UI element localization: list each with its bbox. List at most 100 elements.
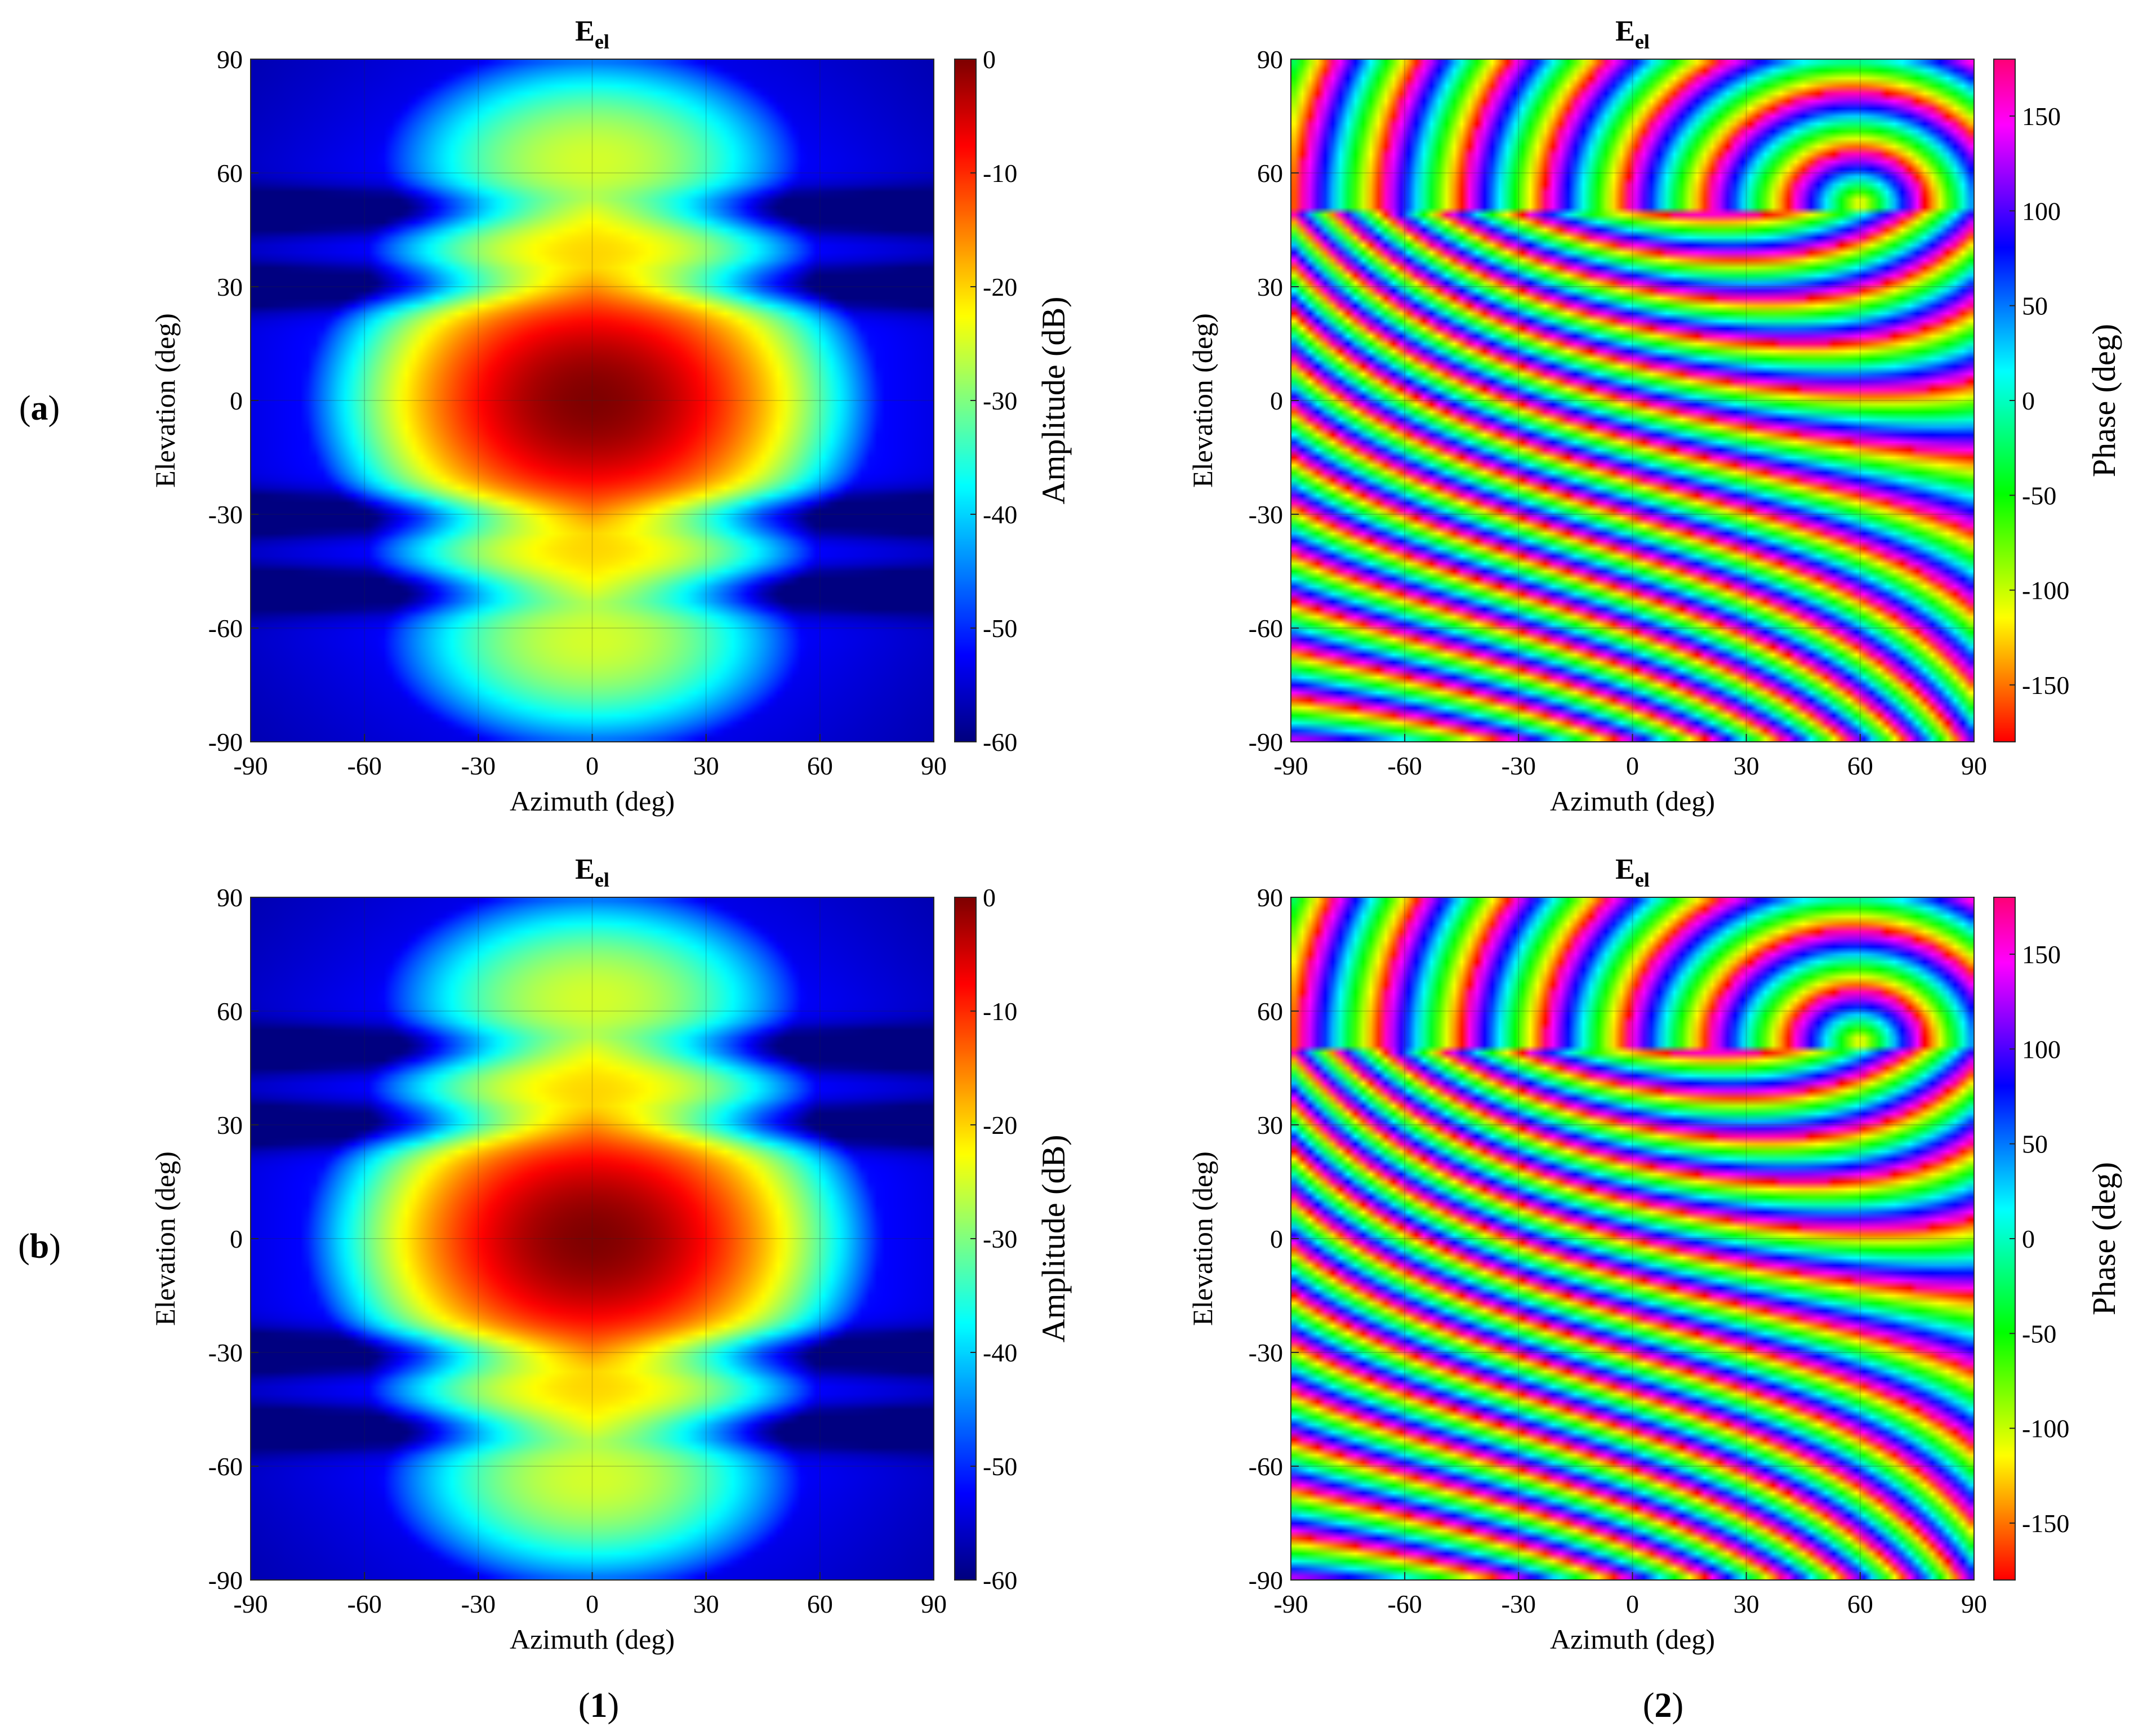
x-axis-label: Azimuth (deg) [1550, 785, 1715, 817]
x-tick-label: 90 [1961, 1590, 1987, 1618]
colorbar-tick-label: 50 [2022, 1130, 2048, 1159]
colorbar-tick-label: 150 [2022, 940, 2061, 969]
colorbar-tick-label: -30 [983, 386, 1017, 415]
colorbar-tick-label: 0 [2022, 386, 2035, 415]
colorbar-tick-label: -60 [983, 1566, 1017, 1595]
colorbar-tick-label: -20 [983, 273, 1017, 301]
panel-title: Eel [575, 853, 609, 891]
x-tick-label: 30 [693, 751, 719, 780]
row-label-close: ) [48, 389, 60, 428]
x-tick-label: 60 [807, 751, 833, 780]
x-tick-label: -60 [1388, 751, 1422, 780]
colorbar-tick-label: -50 [2022, 481, 2056, 510]
x-axis-label: Azimuth (deg) [1550, 1623, 1715, 1655]
y-tick-label: 0 [230, 386, 243, 415]
x-tick-label: 30 [1734, 1590, 1759, 1618]
x-tick-label: -60 [1388, 1590, 1422, 1618]
y-tick-label: 30 [217, 273, 243, 301]
colorbar-tick-label: -10 [983, 997, 1017, 1026]
y-axis-label: Elevation (deg) [1187, 1151, 1218, 1326]
colorbar-tick-label: -10 [983, 159, 1017, 188]
x-tick-label: 30 [1734, 751, 1759, 780]
y-tick-label: -30 [1249, 1338, 1283, 1367]
heatmap-a1 [251, 59, 934, 742]
panel-b2: -90 -60 -30 0 30 60 90 -90 -60 -30 0 30 60 90 Azimuth … [1187, 853, 2122, 1655]
y-tick-label: 30 [217, 1111, 243, 1139]
colorbar-tick-label: -40 [983, 1338, 1017, 1367]
x-tick-label: -30 [1502, 751, 1536, 780]
y-tick-label: 90 [217, 45, 243, 74]
x-tick-label: 0 [1626, 1590, 1639, 1618]
y-tick-label: 90 [1257, 45, 1283, 74]
y-tick-label: 30 [1257, 273, 1283, 301]
panel-title: Eel [1615, 853, 1650, 891]
y-tick-label: -30 [208, 500, 243, 529]
heatmap-a2 [1291, 59, 1974, 742]
y-tick-label: -90 [1249, 728, 1283, 756]
column-label-1: (1) [578, 1686, 619, 1725]
x-tick-label: 0 [586, 1590, 599, 1618]
x-tick-label: -30 [461, 1590, 496, 1618]
colorbar-tick-label: -30 [983, 1225, 1017, 1253]
colorbar-tick-label: -40 [983, 500, 1017, 529]
x-tick-label: 30 [693, 1590, 719, 1618]
y-tick-label: 60 [1257, 997, 1283, 1026]
colorbar-label: Phase (deg) [2086, 324, 2122, 477]
y-tick-label: -30 [1249, 500, 1283, 529]
panel-a1: -90 -60 -30 0 30 60 90 -90 -60 -30 0 30 60 90 Azimuth … [149, 15, 1072, 817]
panel-b1: -90 -60 -30 0 30 60 90 -90 -60 -30 0 30 60 90 Azimuth … [149, 853, 1072, 1655]
x-tick-label: -60 [348, 751, 382, 780]
row-label-close: ) [49, 1227, 61, 1266]
colorbar-tick-label: 100 [2022, 197, 2061, 225]
colorbar-label: Amplitude (dB) [1035, 297, 1072, 505]
x-tick-label: -60 [348, 1590, 382, 1618]
title-main: E [575, 15, 595, 47]
y-tick-label: 90 [217, 883, 243, 912]
y-tick-label: -60 [208, 614, 243, 643]
y-tick-label: 60 [217, 997, 243, 1026]
y-axis-label: Elevation (deg) [149, 1151, 181, 1326]
y-tick-label: 60 [1257, 159, 1283, 188]
colorbar-tick-label: 50 [2022, 292, 2048, 321]
title-subscript: el [595, 869, 609, 891]
row-label-letter: b [30, 1227, 49, 1266]
y-tick-label: 0 [1270, 386, 1283, 415]
panel-title: Eel [575, 15, 609, 53]
x-tick-label: 90 [921, 751, 947, 780]
column-label-open: ( [1643, 1686, 1655, 1725]
x-axis-label: Azimuth (deg) [510, 785, 675, 817]
colorbar-tick-label: 150 [2022, 102, 2061, 131]
y-axis-label: Elevation (deg) [149, 313, 181, 488]
column-label-close: ) [1672, 1686, 1684, 1725]
y-tick-label: -90 [208, 1566, 243, 1595]
row-label-open: ( [19, 389, 31, 428]
column-label-number: 2 [1655, 1686, 1672, 1725]
colorbar-tick-label: 0 [983, 45, 996, 74]
colorbar-tick-label: 0 [983, 883, 996, 912]
x-tick-label: 90 [1961, 751, 1987, 780]
x-tick-label: -90 [1273, 1590, 1308, 1618]
title-main: E [1615, 15, 1635, 47]
y-tick-label: -90 [1249, 1566, 1283, 1595]
colorbar-tick-label: -50 [983, 614, 1017, 643]
title-subscript: el [1635, 30, 1650, 53]
column-label-close: ) [608, 1686, 620, 1725]
y-tick-label: -90 [208, 728, 243, 756]
y-tick-label: 30 [1257, 1111, 1283, 1139]
panel-title: Eel [1615, 15, 1650, 53]
colorbar-tick-label: -150 [2022, 671, 2069, 700]
y-tick-label: -30 [208, 1338, 243, 1367]
x-tick-label: 0 [1626, 751, 1639, 780]
colorbar-tick-label: -50 [983, 1452, 1017, 1481]
title-main: E [575, 853, 595, 885]
x-tick-label: -30 [1502, 1590, 1536, 1618]
colorbar-tick-label: -50 [2022, 1319, 2056, 1348]
colorbar-tick-label: -60 [983, 728, 1017, 756]
title-subscript: el [595, 30, 609, 53]
x-tick-label: 60 [1847, 1590, 1873, 1618]
y-tick-label: -60 [1249, 614, 1283, 643]
column-label-number: 1 [590, 1686, 608, 1725]
x-tick-label: -90 [233, 751, 268, 780]
y-tick-label: -60 [1249, 1452, 1283, 1481]
x-axis-label: Azimuth (deg) [510, 1623, 675, 1655]
